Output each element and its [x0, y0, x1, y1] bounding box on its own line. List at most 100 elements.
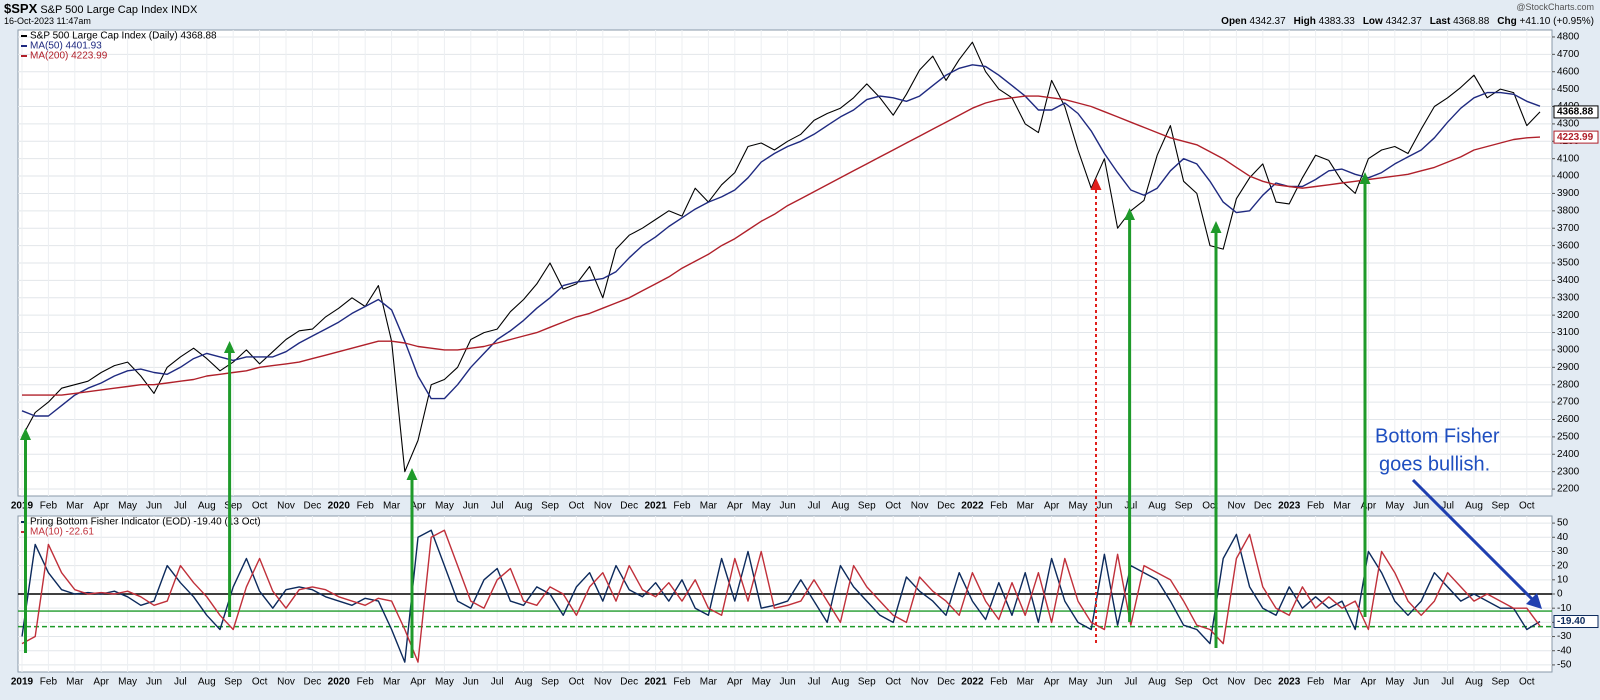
quote-value: 4342.37 [1385, 16, 1422, 27]
quote: Open 4342.37 High 4383.33 Low 4342.37 Last … [1213, 16, 1594, 27]
y-tick-label: 20 [1557, 560, 1569, 571]
y-tick-label: -40 [1557, 645, 1572, 656]
y-tick-label: 4000 [1557, 171, 1580, 182]
x-tick-label: Nov [594, 677, 612, 688]
x-tick-label: Dec [620, 501, 638, 512]
quote-value: 4342.37 [1249, 16, 1286, 27]
x-tick-label: Apr [410, 677, 426, 688]
y-tick-label: 4700 [1557, 49, 1580, 60]
x-tick-label: Jul [808, 677, 821, 688]
x-tick-label: Aug [1465, 501, 1483, 512]
value-tag [1553, 130, 1599, 144]
legend-entry: Pring Bottom Fisher Indicator (EOD) -19.… [30, 517, 261, 528]
x-tick-label: Apr [1044, 501, 1060, 512]
x-tick-label: Jul [1124, 677, 1137, 688]
x-tick-label: May [435, 677, 454, 688]
x-tick-label: May [1385, 677, 1404, 688]
x-tick-label: Apr [410, 501, 426, 512]
x-tick-label: Apr [727, 501, 743, 512]
x-tick-label: Jul [1441, 677, 1454, 688]
y-tick-label: 40 [1557, 532, 1569, 543]
x-tick-label: 2022 [961, 677, 984, 688]
x-tick-label: Mar [700, 501, 718, 512]
x-tick-label: Jun [1413, 677, 1429, 688]
x-tick-label: Jul [491, 677, 504, 688]
x-tick-label: Sep [1492, 501, 1510, 512]
x-tick-label: Sep [224, 501, 242, 512]
arrow-head [1124, 208, 1135, 220]
y-tick-label: 30 [1557, 546, 1569, 557]
x-tick-label: Mar [66, 677, 84, 688]
x-tick-label: May [435, 501, 454, 512]
x-tick-label: Jul [491, 501, 504, 512]
value-tag-label: 4368.88 [1557, 107, 1594, 118]
y-tick-label: -30 [1557, 631, 1572, 642]
x-tick-label: Aug [832, 501, 850, 512]
x-tick-label: May [1385, 501, 1404, 512]
series-line [21, 529, 1541, 663]
x-tick-label: Oct [885, 677, 901, 688]
x-tick-label: Feb [357, 501, 375, 512]
x-tick-label: Aug [832, 677, 850, 688]
x-tick-label: Aug [1148, 677, 1166, 688]
x-tick-label: May [118, 501, 137, 512]
header: $SPX S&P 500 Large Cap Index INDX [4, 1, 197, 16]
x-tick-label: Apr [1361, 677, 1377, 688]
x-tick-label: Apr [93, 501, 109, 512]
series-line [21, 41, 1541, 473]
x-tick-label: Dec [304, 677, 322, 688]
x-tick-label: Oct [1202, 501, 1218, 512]
arrow-head [1090, 178, 1102, 190]
panels: 2200 2300 2400 2500 2600 2700 2800 2900 3000 3100… [11, 29, 1580, 688]
y-tick-label: -50 [1557, 660, 1572, 671]
x-tick-label: 2019 [11, 677, 34, 688]
x-tick-label: Mar [66, 501, 84, 512]
y-tick-label: 0 [1557, 589, 1563, 600]
x-tick-label: May [1069, 677, 1088, 688]
x-tick-label: Oct [1519, 677, 1535, 688]
x-tick-label: Jul [1441, 501, 1454, 512]
x-tick-label: Jul [174, 677, 187, 688]
x-tick-label: Feb [1307, 677, 1325, 688]
x-tick-label: Oct [569, 677, 585, 688]
x-tick-label: Dec [937, 501, 955, 512]
x-tick-label: Feb [1307, 501, 1325, 512]
x-tick-label: Aug [515, 501, 533, 512]
legend-entry: S&P 500 Large Cap Index (Daily) 4368.88 [30, 31, 217, 42]
x-tick-label: Apr [1044, 677, 1060, 688]
arrow-head [224, 341, 235, 353]
y-tick-label: 3800 [1557, 205, 1580, 216]
x-tick-label: Feb [40, 677, 58, 688]
x-tick-label: Dec [1254, 677, 1272, 688]
x-tick-label: Sep [858, 677, 876, 688]
x-tick-label: Sep [541, 677, 559, 688]
x-tick-label: Aug [1148, 501, 1166, 512]
x-tick-label: May [1069, 501, 1088, 512]
quote-label: High [1293, 16, 1316, 27]
x-tick-label: Jun [463, 501, 479, 512]
y-tick-label: 4500 [1557, 84, 1580, 95]
x-tick-label: Jul [808, 501, 821, 512]
x-tick-label: Dec [620, 677, 638, 688]
x-tick-label: Sep [541, 501, 559, 512]
y-tick-label: 3200 [1557, 310, 1580, 321]
x-tick-label: May [118, 677, 137, 688]
x-tick-label: Apr [727, 677, 743, 688]
annotation: Bottom Fisher [1375, 425, 1500, 447]
y-tick-label: 2300 [1557, 466, 1580, 477]
arrows: Bottom Fisher goes bullish. [20, 172, 1542, 658]
symbol: $SPX [4, 1, 38, 16]
x-tick-label: Feb [990, 501, 1008, 512]
x-tick-label: 2020 [328, 501, 351, 512]
quote-value: +41.10 (+0.95%) [1519, 16, 1595, 27]
quote-value: 4368.88 [1453, 16, 1490, 27]
x-tick-label: Sep [1175, 677, 1193, 688]
x-tick-label: Mar [1333, 501, 1351, 512]
x-tick-label: Mar [1017, 501, 1035, 512]
x-tick-label: Nov [911, 677, 929, 688]
x-tick-label: Oct [885, 501, 901, 512]
x-tick-label: Mar [1017, 677, 1035, 688]
y-tick-label: 4100 [1557, 153, 1580, 164]
